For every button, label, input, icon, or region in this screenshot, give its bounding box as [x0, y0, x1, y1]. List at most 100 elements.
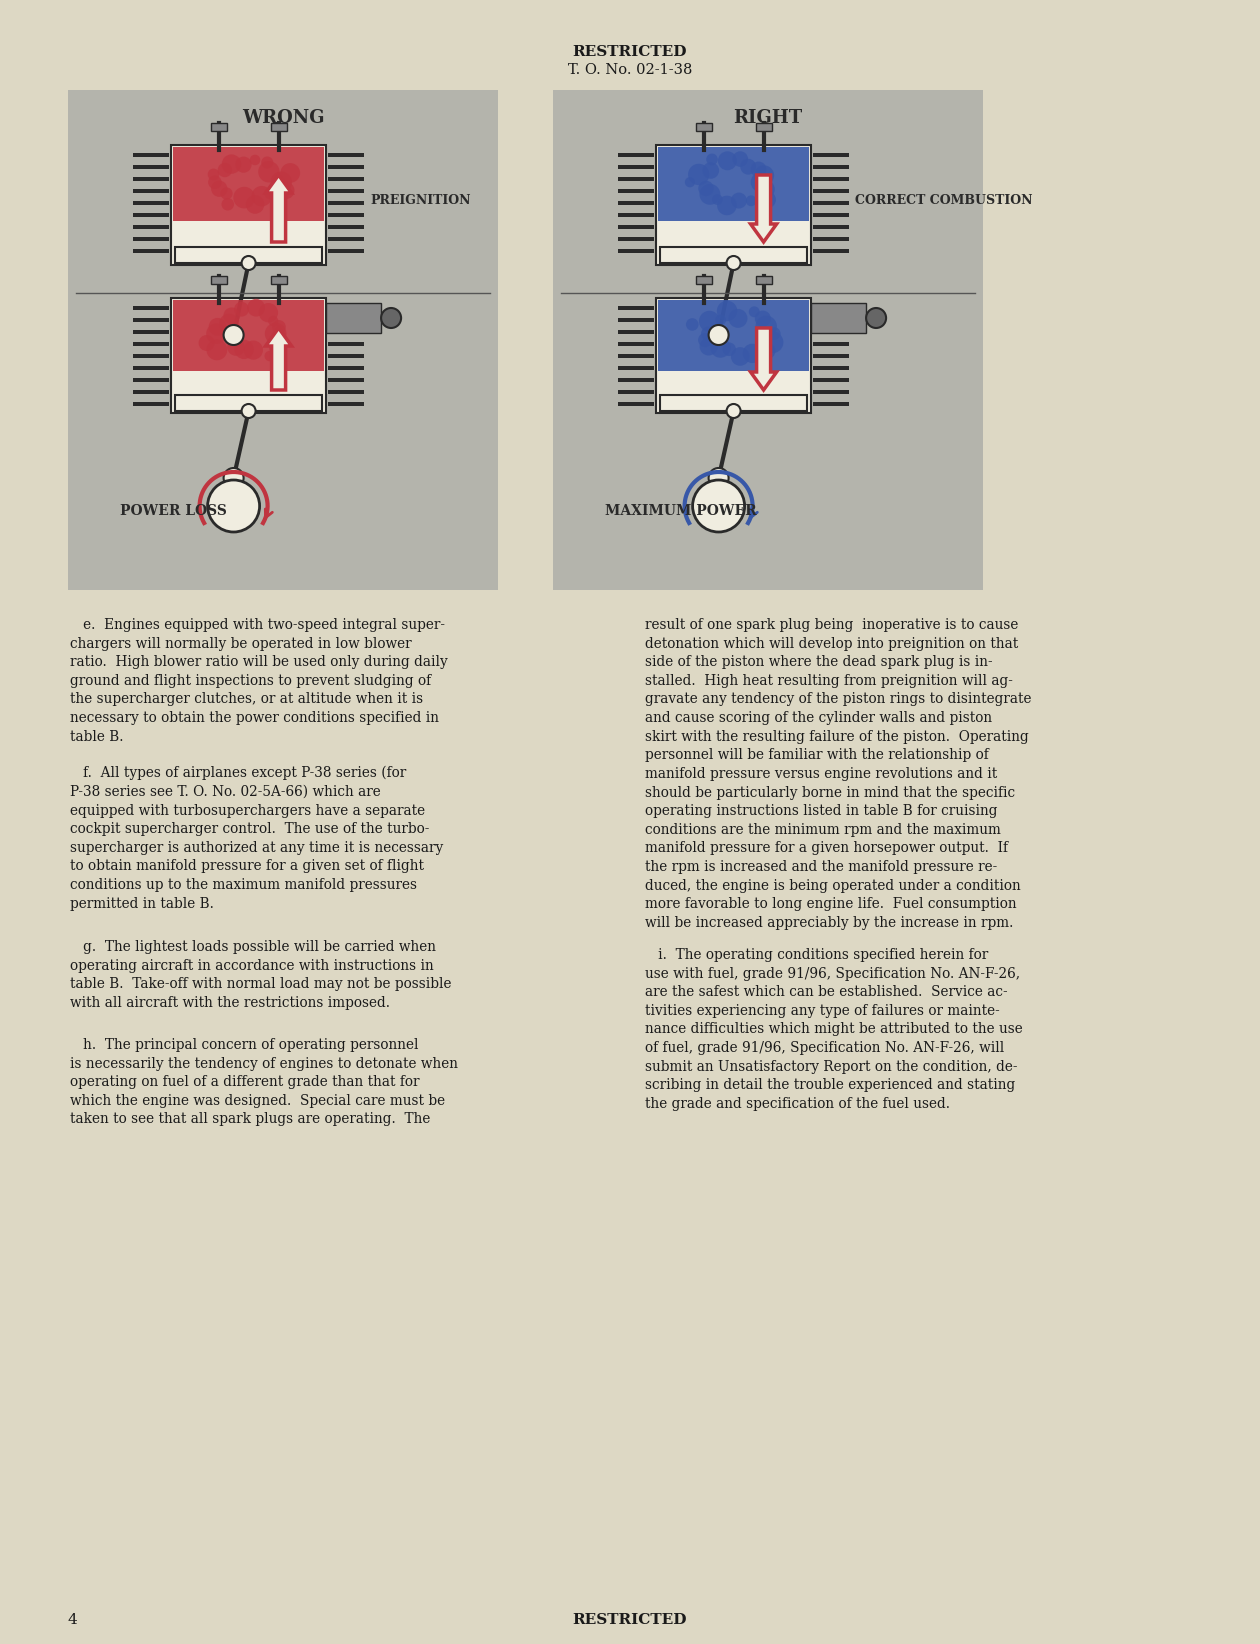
- Bar: [756, 123, 771, 132]
- Circle shape: [247, 299, 265, 317]
- Bar: [134, 248, 169, 253]
- Circle shape: [866, 307, 886, 329]
- Circle shape: [756, 179, 775, 199]
- Bar: [328, 367, 364, 370]
- Bar: [813, 201, 849, 206]
- Circle shape: [212, 181, 227, 197]
- Circle shape: [693, 480, 745, 533]
- Bar: [210, 276, 227, 284]
- FancyArrow shape: [751, 329, 776, 390]
- Circle shape: [242, 256, 256, 270]
- Circle shape: [220, 187, 233, 199]
- Bar: [173, 146, 324, 222]
- Bar: [660, 247, 808, 263]
- Circle shape: [698, 181, 713, 196]
- Bar: [134, 330, 169, 334]
- Bar: [328, 317, 364, 322]
- Text: POWER LOSS: POWER LOSS: [120, 505, 227, 518]
- Circle shape: [270, 340, 282, 355]
- Circle shape: [227, 339, 244, 355]
- Bar: [134, 225, 169, 229]
- Bar: [328, 390, 364, 395]
- Bar: [619, 390, 654, 395]
- Bar: [813, 189, 849, 192]
- Text: h.  The principal concern of operating personnel
is necessarily the tendency of : h. The principal concern of operating pe…: [71, 1037, 457, 1126]
- Bar: [813, 153, 849, 156]
- Circle shape: [258, 161, 280, 182]
- Circle shape: [261, 156, 273, 169]
- Circle shape: [223, 326, 243, 345]
- Bar: [328, 178, 364, 181]
- Bar: [271, 123, 286, 132]
- Bar: [619, 237, 654, 242]
- Circle shape: [223, 469, 243, 488]
- Bar: [134, 367, 169, 370]
- Bar: [328, 353, 364, 358]
- Bar: [328, 248, 364, 253]
- Circle shape: [742, 344, 762, 363]
- Circle shape: [222, 197, 234, 210]
- Bar: [171, 145, 326, 265]
- Bar: [134, 378, 169, 381]
- Circle shape: [243, 340, 263, 360]
- Bar: [328, 342, 364, 345]
- Text: RESTRICTED: RESTRICTED: [573, 44, 687, 59]
- Circle shape: [760, 191, 776, 207]
- Circle shape: [207, 324, 227, 344]
- Circle shape: [236, 156, 252, 173]
- Bar: [134, 237, 169, 242]
- Bar: [813, 214, 849, 217]
- Circle shape: [381, 307, 401, 329]
- Bar: [328, 330, 364, 334]
- Circle shape: [712, 194, 723, 206]
- Circle shape: [208, 169, 219, 181]
- Bar: [134, 201, 169, 206]
- Text: CORRECT COMBUSTION: CORRECT COMBUSTION: [856, 194, 1033, 207]
- Text: RESTRICTED: RESTRICTED: [573, 1613, 687, 1628]
- Circle shape: [249, 155, 261, 166]
- Bar: [134, 306, 169, 311]
- FancyArrow shape: [266, 174, 291, 242]
- Bar: [619, 317, 654, 322]
- Circle shape: [701, 327, 716, 340]
- Bar: [173, 299, 324, 372]
- Circle shape: [717, 196, 737, 215]
- Circle shape: [753, 166, 774, 186]
- Bar: [813, 390, 849, 395]
- Bar: [813, 248, 849, 253]
- Bar: [328, 378, 364, 381]
- Bar: [813, 403, 849, 406]
- Bar: [658, 146, 809, 222]
- Circle shape: [265, 322, 286, 345]
- Bar: [328, 214, 364, 217]
- Bar: [756, 276, 771, 284]
- Bar: [271, 276, 286, 284]
- Circle shape: [685, 319, 698, 330]
- Bar: [813, 317, 849, 322]
- Bar: [619, 367, 654, 370]
- Circle shape: [209, 317, 227, 335]
- Bar: [813, 225, 849, 229]
- Bar: [619, 178, 654, 181]
- Circle shape: [760, 344, 775, 358]
- Circle shape: [222, 155, 241, 174]
- Text: f.  All types of airplanes except P-38 series (for
P-38 series see T. O. No. 02-: f. All types of airplanes except P-38 se…: [71, 766, 444, 911]
- Circle shape: [208, 480, 260, 533]
- Bar: [175, 247, 323, 263]
- Bar: [328, 306, 364, 311]
- Circle shape: [717, 301, 737, 321]
- Circle shape: [767, 327, 781, 340]
- Circle shape: [708, 469, 728, 488]
- Circle shape: [218, 163, 232, 178]
- Circle shape: [268, 316, 278, 326]
- Bar: [171, 298, 326, 413]
- Circle shape: [242, 404, 256, 418]
- Circle shape: [277, 182, 295, 199]
- Bar: [696, 123, 712, 132]
- Bar: [619, 164, 654, 169]
- Circle shape: [265, 350, 275, 362]
- Bar: [175, 395, 323, 411]
- Circle shape: [748, 306, 760, 317]
- Bar: [328, 164, 364, 169]
- Bar: [660, 395, 808, 411]
